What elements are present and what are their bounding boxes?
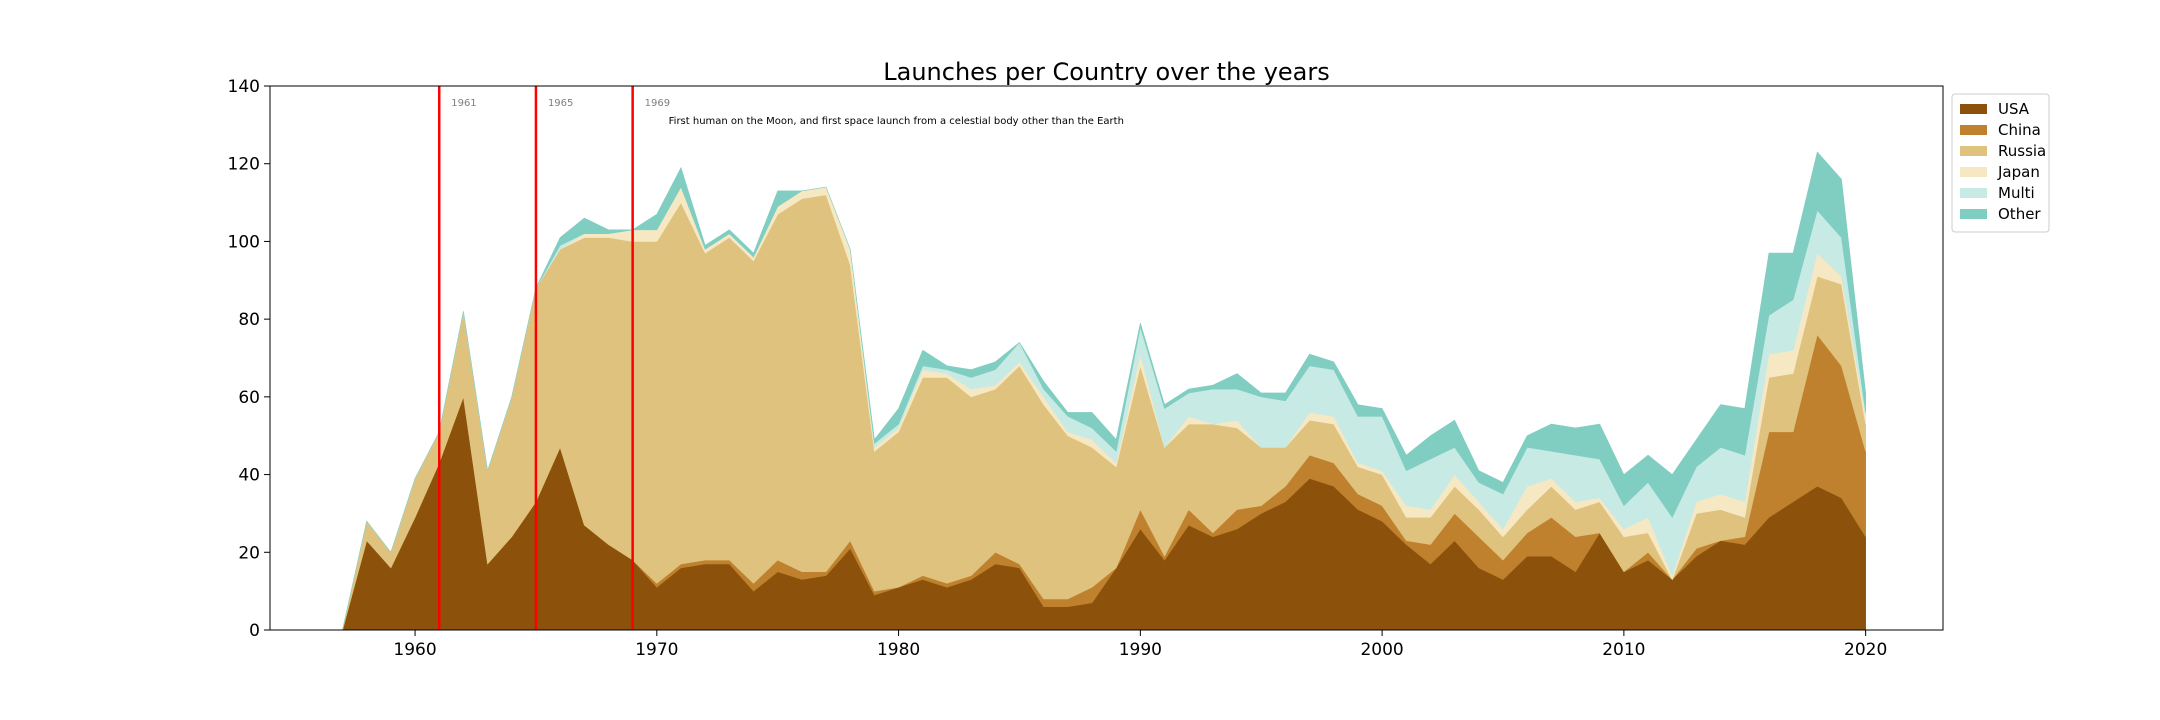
chart-title: Launches per Country over the years [883,58,1329,86]
y-tick-label: 20 [238,543,260,563]
legend-swatch-japan [1960,167,1987,177]
y-tick-label: 100 [228,232,260,252]
plot-frame [269,85,1944,631]
event-year-label: 1961 [451,98,476,109]
event-markers: 1961 1965 1969 First human on the Moon, and… [437,86,1124,630]
legend-swatch-other [1960,209,1987,219]
y-tick-label: 60 [238,388,260,408]
event-year-label: 1969 [645,98,670,109]
x-tick-label: 1990 [1119,640,1162,660]
legend-label-china: China [1998,121,2041,139]
stacked-areas [342,151,1866,631]
legend-label-russia: Russia [1998,142,2046,160]
y-tick-label: 40 [238,466,260,486]
legend-label-other: Other [1998,205,2041,223]
y-tick-label: 80 [238,310,260,330]
event-year-label: 1965 [548,98,573,109]
y-tick-label: 140 [228,77,260,97]
area-other [342,151,1866,631]
x-tick-label: 2020 [1844,640,1887,660]
x-axis: 1960 1970 1980 1990 2000 2010 2020 [393,630,1887,660]
legend: USA China Russia Japan Multi Other [1951,93,2050,233]
x-tick-label: 1960 [393,640,436,660]
legend-label-multi: Multi [1998,184,2035,202]
y-tick-label: 0 [249,621,260,641]
legend-label-usa: USA [1998,100,2030,118]
y-axis: 0 20 40 60 80 100 120 140 [228,77,270,641]
event-note: First human on the Moon, and first space… [669,116,1124,127]
x-tick-label: 1970 [635,640,678,660]
x-tick-label: 2010 [1602,640,1645,660]
legend-swatch-china [1960,125,1987,135]
y-tick-label: 120 [228,155,260,175]
legend-swatch-usa [1960,104,1987,114]
legend-swatch-russia [1960,146,1987,156]
legend-swatch-multi [1960,188,1987,198]
x-tick-label: 1980 [877,640,920,660]
x-tick-label: 2000 [1360,640,1403,660]
legend-label-japan: Japan [1997,163,2040,181]
